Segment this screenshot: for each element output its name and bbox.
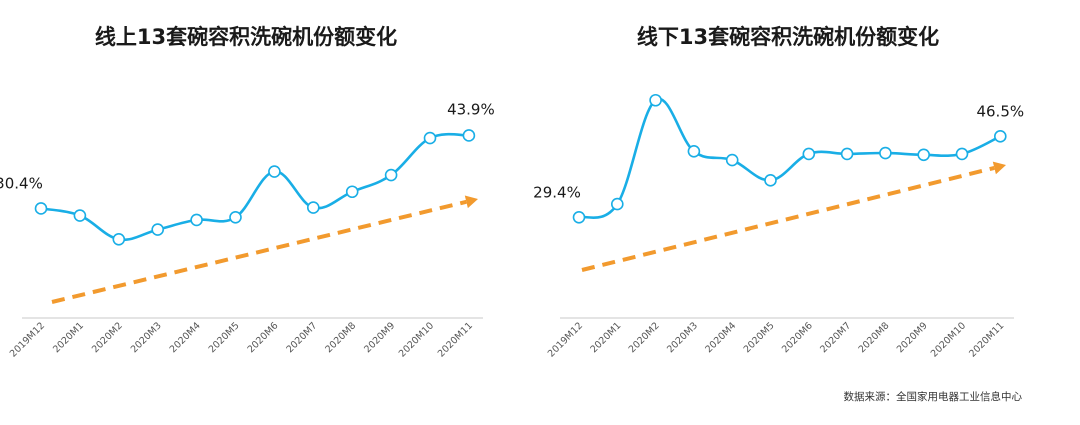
series-line xyxy=(578,97,1001,219)
data-point-2019M12 xyxy=(34,202,48,215)
data-point-2020M4 xyxy=(725,153,739,167)
data-point-2020M1 xyxy=(610,197,624,211)
x-tick-label: 2020M5 xyxy=(742,320,777,355)
x-tick-label: 2020M9 xyxy=(895,320,930,355)
x-tick-label: 2020M3 xyxy=(129,320,164,355)
x-tick-label: 2020M4 xyxy=(703,320,738,355)
x-tick-label: 2020M2 xyxy=(627,320,662,355)
x-tick-label: 2020M1 xyxy=(51,320,86,355)
data-point-2020M4 xyxy=(190,213,203,227)
x-tick-label: 2020M11 xyxy=(967,320,1006,359)
trend-arrow-line xyxy=(51,199,467,304)
data-label: 43.9% xyxy=(447,100,495,118)
data-point-2020M7 xyxy=(840,147,854,161)
data-point-2020M5 xyxy=(764,174,777,187)
data-label: 30.4% xyxy=(0,174,43,192)
data-point-2020M2 xyxy=(112,232,126,246)
data-point-2020M9 xyxy=(917,148,931,162)
x-tick-label: 2020M7 xyxy=(818,320,853,355)
data-point-2020M1 xyxy=(73,209,87,222)
data-point-2020M10 xyxy=(423,131,437,145)
x-tick-label: 2019M12 xyxy=(8,320,47,359)
source-note: 数据来源：全国家用电器工业信息中心 xyxy=(844,390,1023,403)
x-tick-label: 2020M10 xyxy=(929,320,968,359)
data-label: 29.4% xyxy=(533,183,581,201)
data-point-2020M11 xyxy=(462,129,476,142)
x-tick-label: 2020M6 xyxy=(246,320,281,355)
chart-title: 线上13套碗容积洗碗机份额变化 xyxy=(95,25,397,49)
x-tick-label: 2020M8 xyxy=(323,320,358,355)
data-point-2020M10 xyxy=(955,147,969,161)
data-point-2020M2 xyxy=(649,93,662,107)
online-share-chart: 线上13套碗容积洗碗机份额变化 30.4%43.9%2019M122020M12… xyxy=(0,25,495,360)
x-tick-label: 2020M4 xyxy=(168,320,203,355)
trend-arrowhead xyxy=(992,161,1006,175)
x-tick-label: 2020M5 xyxy=(207,320,242,355)
data-point-2020M3 xyxy=(151,223,164,236)
x-tick-label: 2020M9 xyxy=(362,320,397,355)
data-point-2019M12 xyxy=(572,210,586,224)
chart-title: 线下13套碗容积洗碗机份额变化 xyxy=(637,25,939,49)
data-label: 46.5% xyxy=(976,102,1024,120)
data-point-2020M3 xyxy=(687,144,701,158)
x-tick-label: 2020M11 xyxy=(436,320,475,359)
x-tick-label: 2020M6 xyxy=(780,320,815,355)
series-line xyxy=(40,132,469,242)
data-point-2020M6 xyxy=(802,147,816,161)
data-point-2020M6 xyxy=(268,165,281,178)
x-tick-label: 2020M8 xyxy=(857,320,892,355)
x-tick-label: 2019M12 xyxy=(546,320,585,359)
data-point-2020M7 xyxy=(306,201,320,214)
trend-arrow-line xyxy=(581,165,995,272)
data-point-2020M8 xyxy=(345,185,359,199)
data-point-2020M5 xyxy=(229,210,242,224)
data-point-2020M9 xyxy=(384,168,398,182)
offline-share-chart: 线下13套碗容积洗碗机份额变化 29.4%46.5%2019M12 2020M1 2… xyxy=(533,25,1024,360)
x-tick-label: 2020M1 xyxy=(588,320,623,355)
x-tick-label: 2020M2 xyxy=(90,320,125,355)
data-point-2020M11 xyxy=(993,130,1007,143)
x-tick-label: 2020M10 xyxy=(397,320,436,359)
data-point-2020M8 xyxy=(879,146,892,160)
x-tick-label: 2020M3 xyxy=(665,320,700,355)
trend-arrowhead xyxy=(464,195,478,209)
x-tick-label: 2020M7 xyxy=(284,320,319,355)
